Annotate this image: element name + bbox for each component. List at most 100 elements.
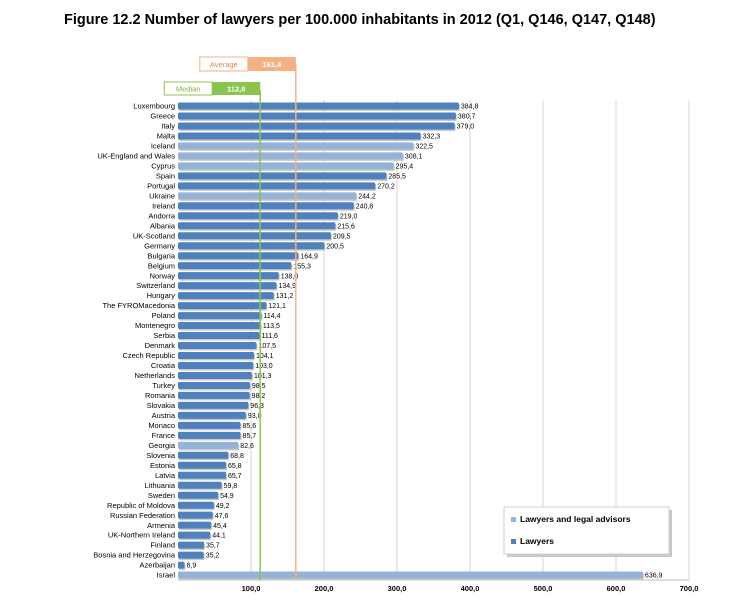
bar — [178, 162, 394, 170]
data-label: 209,5 — [333, 233, 351, 240]
bar — [178, 561, 185, 569]
x-tick-label: 500,0 — [534, 584, 553, 593]
category-label: Russian Federation — [110, 511, 175, 520]
data-label: 8,9 — [186, 563, 196, 570]
bar — [178, 461, 227, 469]
category-label: Estonia — [150, 461, 176, 470]
category-label: Germany — [144, 241, 175, 250]
bar — [178, 361, 254, 369]
data-label: 155,3 — [293, 263, 311, 270]
category-label: France — [152, 431, 175, 440]
data-label: 85,6 — [242, 423, 256, 430]
category-label: Azerbaijan — [140, 561, 175, 570]
bar — [178, 441, 239, 449]
bar — [178, 332, 260, 340]
category-label: Andorra — [148, 211, 176, 220]
category-label: Armenia — [147, 521, 176, 530]
category-label: Poland — [152, 311, 175, 320]
category-label: Switzerland — [136, 281, 175, 290]
category-label: Portugal — [147, 181, 175, 190]
bar — [178, 531, 211, 539]
bar — [178, 411, 246, 419]
bar — [178, 431, 241, 439]
bar — [178, 322, 261, 330]
bar — [178, 421, 241, 429]
bar — [178, 312, 262, 320]
data-label: 98,2 — [252, 393, 266, 400]
data-label: 65,7 — [228, 473, 242, 480]
data-label: 103,0 — [255, 363, 273, 370]
bar — [178, 302, 267, 310]
average-label: Average — [210, 60, 238, 69]
data-label: 332,3 — [423, 134, 441, 141]
data-label: 54,9 — [220, 493, 234, 500]
category-label: UK-Northern Ireland — [108, 531, 175, 540]
bar — [178, 202, 354, 210]
bar — [178, 112, 456, 120]
category-label: Slovakia — [147, 401, 176, 410]
x-tick-label: 100,0 — [242, 584, 261, 593]
data-label: 138,0 — [281, 273, 299, 280]
category-label: Belgium — [148, 261, 175, 270]
category-label: UK-Scotland — [133, 231, 175, 240]
category-label: Croatia — [151, 361, 176, 370]
data-label: 285,5 — [388, 173, 406, 180]
legend-swatch — [511, 517, 516, 522]
bar — [178, 471, 226, 479]
data-label: 104,1 — [256, 353, 274, 360]
data-label: 215,6 — [337, 223, 355, 230]
category-label: Slovenia — [146, 451, 176, 460]
data-label: 101,3 — [254, 373, 272, 380]
data-label: 65,8 — [228, 463, 242, 470]
category-label: Malta — [157, 132, 176, 141]
data-label: 85,7 — [243, 433, 257, 440]
bar — [178, 371, 252, 379]
data-label: 111,6 — [261, 333, 278, 340]
median-value-box — [212, 82, 261, 95]
bar — [178, 551, 204, 559]
bar — [178, 102, 459, 110]
bar — [178, 541, 205, 549]
legend-label: Lawyers — [520, 536, 554, 546]
data-label: 45,4 — [213, 523, 227, 530]
data-label: 114,4 — [264, 313, 281, 320]
category-label: Netherlands — [135, 371, 176, 380]
bar — [178, 222, 336, 230]
x-tick-label: 600,0 — [607, 584, 626, 593]
data-label: 113,5 — [263, 323, 280, 330]
data-label: 96,3 — [250, 403, 264, 410]
x-tick-label: 700,0 — [680, 584, 699, 593]
bar — [178, 212, 338, 220]
category-label: The FYROMacedonia — [102, 301, 175, 310]
data-label: 98,5 — [252, 383, 266, 390]
data-label: 107,5 — [258, 343, 276, 350]
bar — [178, 521, 212, 529]
category-label: Monaco — [148, 421, 175, 430]
bar — [178, 252, 299, 260]
category-label: Republic of Moldova — [107, 501, 176, 510]
x-tick-label: 400,0 — [461, 584, 480, 593]
data-label: 219,0 — [340, 213, 358, 220]
page-title: Figure 12.2 Number of lawyers per 100.00… — [64, 12, 656, 28]
category-label: Denmark — [145, 341, 176, 350]
category-label: Albania — [150, 221, 176, 230]
bar — [178, 511, 213, 519]
category-label: Ukraine — [149, 191, 175, 200]
data-label: 93,0 — [248, 413, 262, 420]
category-label: Israel — [157, 571, 176, 580]
category-label: Sweden — [148, 491, 175, 500]
category-label: Spain — [156, 171, 175, 180]
legend-box — [503, 506, 670, 555]
category-label: Lithuania — [145, 481, 176, 490]
data-label: 35,7 — [206, 543, 220, 550]
category-label: Luxembourg — [133, 102, 175, 111]
category-label: Hungary — [147, 291, 176, 300]
data-label: 384,8 — [461, 104, 479, 111]
data-label: 134,9 — [278, 283, 296, 290]
bar — [178, 242, 325, 250]
category-label: Cyprus — [151, 161, 175, 170]
category-label: Italy — [161, 122, 175, 131]
bar — [178, 381, 250, 389]
data-label: 379,0 — [457, 124, 475, 131]
bar — [178, 122, 455, 130]
